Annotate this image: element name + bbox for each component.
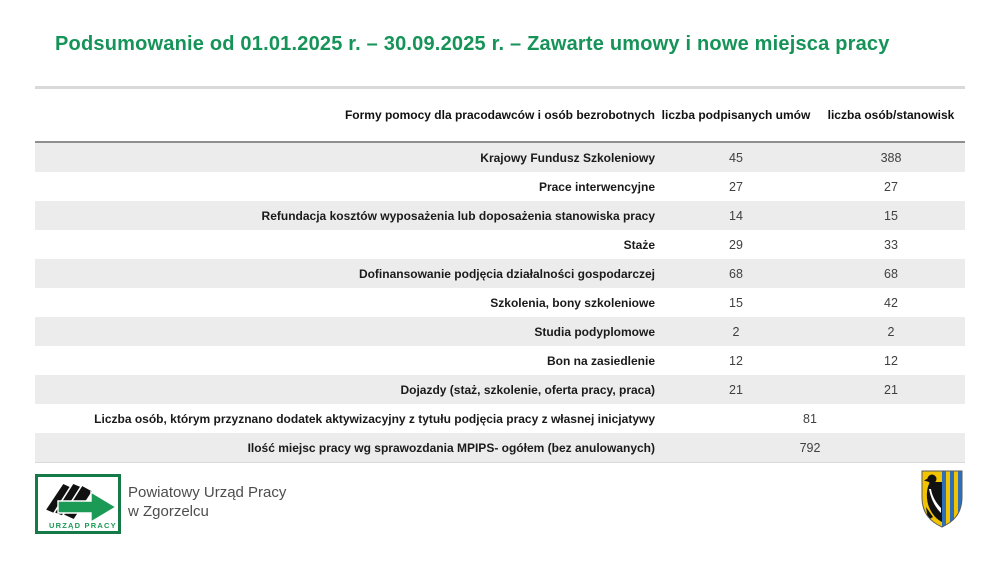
crest-outline [921,470,963,528]
contracts-value: 29 [729,237,743,252]
row-label: Refundacja kosztów wyposażenia lub dopos… [261,208,655,223]
row-label: Dojazdy (staż, szkolenie, oferta pracy, … [400,382,655,397]
row-label: Dofinansowanie podjęcia działalności gos… [358,266,655,281]
contracts-value: 12 [729,353,743,368]
table-row: Liczba osób, którym przyznano dodatek ak… [35,404,965,433]
persons-value: 27 [884,179,898,194]
contracts-value: 68 [729,266,743,281]
table-row: Bon na zasiedlenie 12 12 [35,346,965,375]
table-row: Staże 29 33 [35,230,965,259]
persons-value: 42 [884,295,898,310]
merged-value: 792 [799,440,821,455]
urzad-pracy-logo: URZĄD PRACY [35,474,121,534]
page-title: Podsumowanie od 01.01.2025 r. – 30.09.20… [55,33,890,55]
contracts-value: 15 [729,295,743,310]
table-row: Szkolenia, bony szkoleniowe 15 42 [35,288,965,317]
column-header-persons: liczba osób/stanowisk [827,108,955,122]
table-row: Dofinansowanie podjęcia działalności gos… [35,259,965,288]
organization-line1: Powiatowy Urząd Pracy [128,484,287,501]
row-label: Staże [623,237,655,252]
arrow-icon [57,490,118,524]
contracts-value: 14 [729,208,743,223]
row-label: Szkolenia, bony szkoleniowe [490,295,655,310]
row-label: Prace interwencyjne [538,179,655,194]
table-row: Studia podyplomowe 2 2 [35,317,965,346]
persons-value: 388 [880,150,902,165]
table-header-row: Formy pomocy dla pracodawców i osób bezr… [35,89,965,143]
persons-value: 21 [884,382,898,397]
crest-stripes [942,471,962,527]
contracts-value: 27 [729,179,743,194]
organization-name: Powiatowy Urząd Pracy w Zgorzelcu [128,483,286,521]
persons-value: 12 [884,353,898,368]
table-row: Dojazdy (staż, szkolenie, oferta pracy, … [35,375,965,404]
summary-table: Formy pomocy dla pracodawców i osób bezr… [35,86,965,463]
row-label: Krajowy Fundusz Szkoleniowy [480,150,655,165]
persons-value: 2 [887,324,895,339]
contracts-value: 21 [729,382,743,397]
persons-value: 33 [884,237,898,252]
column-header-contracts: liczba podpisanych umów [661,108,811,122]
persons-value: 15 [884,208,898,223]
table-row: Prace interwencyjne 27 27 [35,172,965,201]
table-row: Ilość miejsc pracy wg sprawozdania MPIPS… [35,433,965,462]
row-label: Ilość miejsc pracy wg sprawozdania MPIPS… [247,440,655,455]
organization-line2: w Zgorzelcu [128,503,209,520]
persons-value: 68 [884,266,898,281]
zgorzelec-coat-of-arms [921,470,963,528]
table-body: Krajowy Fundusz Szkoleniowy 45 388 Prace in… [35,143,965,462]
table-row: Krajowy Fundusz Szkoleniowy 45 388 [35,143,965,172]
logo-caption: URZĄD PRACY [49,521,117,530]
row-label: Studia podyplomowe [534,324,655,339]
contracts-value: 45 [729,150,743,165]
contracts-value: 2 [732,324,740,339]
table-row: Refundacja kosztów wyposażenia lub dopos… [35,201,965,230]
row-label: Liczba osób, którym przyznano dodatek ak… [94,411,655,426]
merged-value: 81 [803,411,817,426]
column-header-forms: Formy pomocy dla pracodawców i osób bezr… [344,108,655,122]
row-label: Bon na zasiedlenie [546,353,655,368]
